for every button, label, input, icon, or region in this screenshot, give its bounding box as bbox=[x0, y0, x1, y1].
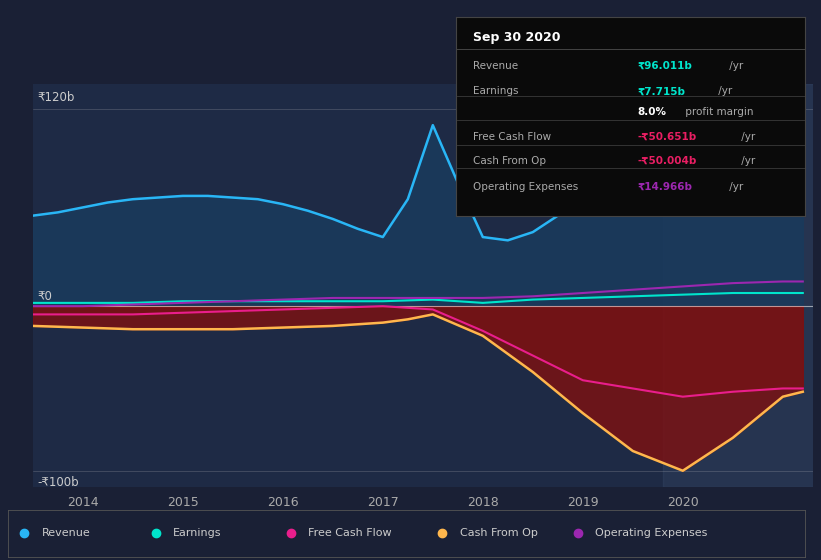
Text: Earnings: Earnings bbox=[173, 529, 222, 538]
Text: Operating Expenses: Operating Expenses bbox=[595, 529, 708, 538]
Text: -₹100b: -₹100b bbox=[38, 475, 80, 489]
Text: Revenue: Revenue bbox=[473, 60, 518, 71]
Text: ₹96.011b: ₹96.011b bbox=[637, 60, 692, 71]
Text: Revenue: Revenue bbox=[42, 529, 90, 538]
Text: Cash From Op: Cash From Op bbox=[460, 529, 538, 538]
Text: Sep 30 2020: Sep 30 2020 bbox=[473, 31, 561, 44]
Text: ₹7.715b: ₹7.715b bbox=[637, 86, 685, 96]
Text: /yr: /yr bbox=[727, 182, 744, 192]
Text: Cash From Op: Cash From Op bbox=[473, 156, 546, 166]
Text: profit margin: profit margin bbox=[681, 108, 753, 117]
Text: Free Cash Flow: Free Cash Flow bbox=[309, 529, 392, 538]
Text: -₹50.004b: -₹50.004b bbox=[637, 156, 696, 166]
Text: ₹120b: ₹120b bbox=[38, 91, 76, 104]
Text: /yr: /yr bbox=[737, 132, 754, 142]
Text: /yr: /yr bbox=[737, 156, 754, 166]
Text: /yr: /yr bbox=[715, 86, 732, 96]
Text: 8.0%: 8.0% bbox=[637, 108, 666, 117]
Text: /yr: /yr bbox=[727, 60, 744, 71]
Text: Operating Expenses: Operating Expenses bbox=[473, 182, 578, 192]
Text: ₹0: ₹0 bbox=[38, 290, 53, 303]
Text: ₹14.966b: ₹14.966b bbox=[637, 182, 692, 192]
Bar bbox=[663, 84, 821, 487]
Text: Earnings: Earnings bbox=[473, 86, 519, 96]
Text: Free Cash Flow: Free Cash Flow bbox=[473, 132, 551, 142]
Text: -₹50.651b: -₹50.651b bbox=[637, 132, 696, 142]
